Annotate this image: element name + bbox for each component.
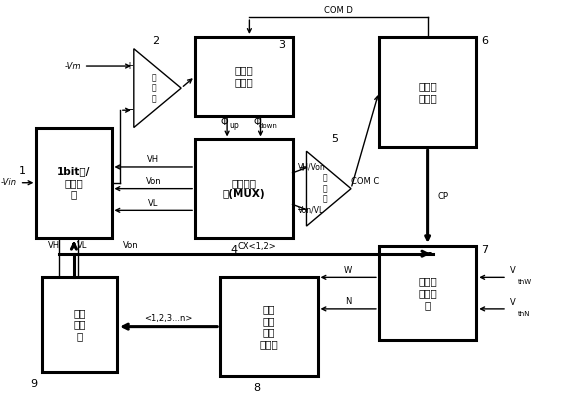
Text: 1bit数/
模转换
器: 1bit数/ 模转换 器 <box>57 166 91 199</box>
FancyBboxPatch shape <box>379 246 476 340</box>
Text: 4: 4 <box>231 245 238 255</box>
Text: 9: 9 <box>30 379 37 389</box>
Text: up: up <box>229 121 239 130</box>
Text: Φ: Φ <box>254 117 262 127</box>
Text: COM C: COM C <box>351 177 379 186</box>
Text: +: + <box>125 61 134 71</box>
Text: V: V <box>510 266 516 276</box>
Text: VH/Von: VH/Von <box>298 162 326 172</box>
FancyBboxPatch shape <box>195 139 292 238</box>
Text: VH: VH <box>147 155 160 164</box>
Text: thN: thN <box>518 311 531 317</box>
Text: -Vm: -Vm <box>64 62 81 71</box>
Text: 2: 2 <box>153 36 160 46</box>
FancyBboxPatch shape <box>42 278 117 372</box>
FancyBboxPatch shape <box>220 278 318 376</box>
Text: 7: 7 <box>481 245 488 255</box>
Text: 阈值
生成
器控
制逻辑: 阈值 生成 器控 制逻辑 <box>260 304 278 349</box>
Text: 8: 8 <box>253 383 260 393</box>
Text: 锯齿控
制逻辑: 锯齿控 制逻辑 <box>418 81 437 103</box>
FancyBboxPatch shape <box>195 37 292 116</box>
FancyBboxPatch shape <box>36 127 112 238</box>
Text: 3: 3 <box>278 40 285 50</box>
Text: COM D: COM D <box>324 6 353 15</box>
FancyBboxPatch shape <box>379 37 476 147</box>
Text: <1,2,3...n>: <1,2,3...n> <box>144 314 193 323</box>
Text: 多路复用
器(MUX): 多路复用 器(MUX) <box>223 178 265 199</box>
Text: V: V <box>510 298 516 307</box>
Text: Von: Von <box>123 241 138 250</box>
Polygon shape <box>134 49 181 127</box>
Text: 比
较
器: 比 较 器 <box>151 73 156 103</box>
Text: N: N <box>345 297 351 306</box>
Text: W: W <box>344 266 353 275</box>
Text: VH: VH <box>49 241 61 250</box>
Text: Von/VL: Von/VL <box>298 206 324 215</box>
Text: +: + <box>298 163 306 173</box>
Text: VL: VL <box>148 199 158 208</box>
Text: CP: CP <box>438 192 449 201</box>
Text: 6: 6 <box>481 36 488 46</box>
Text: 5: 5 <box>331 134 338 145</box>
Text: -Vin: -Vin <box>1 178 17 187</box>
Text: 阈值
生成
器: 阈值 生成 器 <box>73 308 86 341</box>
Text: thW: thW <box>518 279 532 285</box>
Text: down: down <box>259 123 278 129</box>
Text: VL: VL <box>77 241 87 250</box>
Text: 比
较
器: 比 较 器 <box>323 174 328 204</box>
Text: 方向控
制逻辑: 方向控 制逻辑 <box>235 66 253 87</box>
Text: −: − <box>125 105 134 115</box>
Polygon shape <box>306 151 351 226</box>
Text: Von: Von <box>146 177 161 186</box>
Text: Φ: Φ <box>221 117 228 127</box>
Text: −: − <box>297 204 307 215</box>
Text: 1: 1 <box>19 166 26 176</box>
Text: CX<1,2>: CX<1,2> <box>238 242 276 251</box>
Text: 模拟时
间测量
器: 模拟时 间测量 器 <box>418 277 437 310</box>
